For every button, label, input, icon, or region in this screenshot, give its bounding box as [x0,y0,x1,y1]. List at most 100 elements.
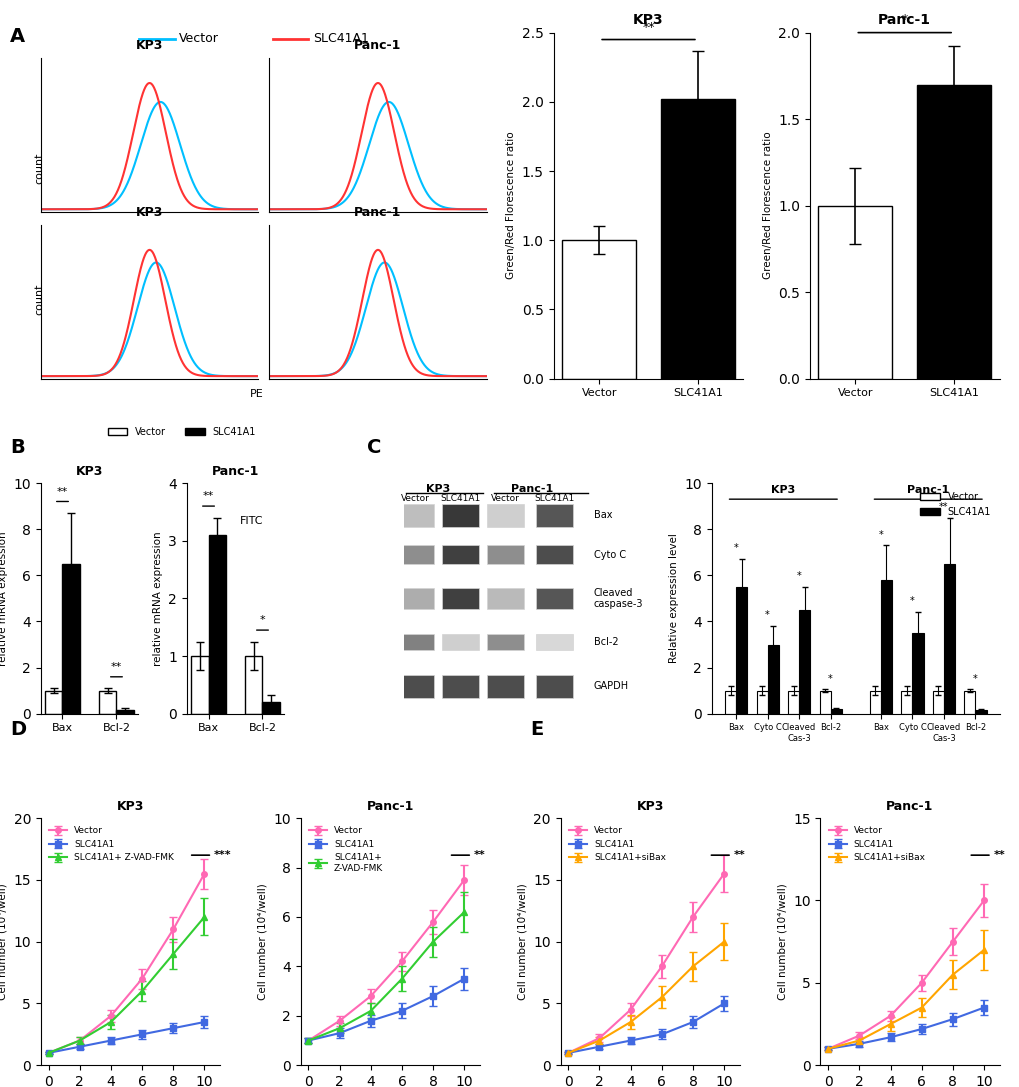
Bar [912,633,922,714]
Bar [974,710,985,714]
Y-axis label: Green/Red Florescence ratio: Green/Red Florescence ratio [762,132,771,279]
Legend: Vector, SLC41A1: Vector, SLC41A1 [915,488,994,521]
Text: *: * [901,13,907,26]
Bar [535,546,573,564]
Bar [535,634,573,650]
Text: *: * [827,674,833,684]
Text: *: * [733,544,738,553]
Text: SLC41A1: SLC41A1 [440,493,480,502]
Text: SLC41A1: SLC41A1 [534,493,574,502]
Text: Vector: Vector [400,493,429,502]
Legend: Vector, SLC41A1, SLC41A1+siBax: Vector, SLC41A1, SLC41A1+siBax [824,823,928,866]
Text: *: * [877,529,882,539]
Bar [396,546,434,564]
Text: **: ** [733,850,745,860]
Text: **: ** [473,850,485,860]
Text: E: E [530,720,543,738]
Bar [767,645,777,714]
Text: count: count [35,153,45,184]
Text: KP3: KP3 [425,484,449,493]
Bar [535,675,573,698]
Text: *: * [909,597,914,607]
Bar [916,85,990,378]
Text: **: ** [203,491,214,501]
Bar [964,690,974,714]
Bar [441,675,479,698]
Bar [396,634,434,650]
Y-axis label: Relative expression level: Relative expression level [668,534,679,663]
Legend: Vector, SLC41A1, SLC41A1+
Z-VAD-FMK: Vector, SLC41A1, SLC41A1+ Z-VAD-FMK [305,823,386,876]
Text: PE: PE [250,389,263,399]
Text: *: * [764,610,769,621]
Bar [486,503,524,527]
Bar [818,690,829,714]
Title: Panc-1: Panc-1 [354,207,401,220]
Text: *: * [260,615,265,625]
Bar [798,610,809,714]
Bar [262,702,279,714]
Text: Panc-1: Panc-1 [511,484,552,493]
Bar [788,690,798,714]
Y-axis label: Cell number (10⁴/well): Cell number (10⁴/well) [0,884,8,1000]
Title: KP3: KP3 [75,464,103,477]
Bar [441,588,479,609]
Bar [62,564,79,714]
Bar [441,546,479,564]
Legend: Vector, SLC41A1: Vector, SLC41A1 [104,423,260,441]
Text: KP3: KP3 [770,485,795,495]
Text: B: B [10,438,24,457]
Text: Cyto C: Cyto C [593,550,626,560]
Title: Panc-1: Panc-1 [886,800,932,813]
Text: Vector: Vector [491,493,520,502]
Bar [486,675,524,698]
Bar [441,634,479,650]
Title: KP3: KP3 [633,13,663,27]
Bar [486,588,524,609]
Legend: Vector, SLC41A1, SLC41A1+siBax: Vector, SLC41A1, SLC41A1+siBax [565,823,668,866]
Text: FITC: FITC [239,516,263,526]
Text: D: D [10,720,26,738]
Text: ***: *** [214,850,231,860]
Bar [208,535,225,714]
Bar [486,634,524,650]
Bar [660,99,734,378]
Bar [396,503,434,527]
Text: *: * [796,571,801,582]
Bar [192,657,208,714]
Bar [535,588,573,609]
Text: SLC41A1: SLC41A1 [313,33,368,46]
Title: KP3: KP3 [136,39,163,52]
Text: A: A [10,27,25,46]
Y-axis label: relative mRNA expression: relative mRNA expression [0,532,8,665]
Text: Vector: Vector [179,33,219,46]
Bar [943,564,954,714]
Bar [932,690,943,714]
Bar [829,709,841,714]
Title: Panc-1: Panc-1 [366,800,414,813]
Title: Panc-1: Panc-1 [212,464,259,477]
Bar [880,580,892,714]
Text: Cleaved
caspase-3: Cleaved caspase-3 [593,588,643,609]
Y-axis label: Green/Red Florescence ratio: Green/Red Florescence ratio [505,132,516,279]
Title: Panc-1: Panc-1 [354,39,401,52]
Text: Panc-1: Panc-1 [906,485,949,495]
Text: Bax: Bax [593,510,611,521]
Text: **: ** [111,662,122,672]
Title: Panc-1: Panc-1 [877,13,930,27]
Y-axis label: Cell number (10⁴/well): Cell number (10⁴/well) [258,884,268,1000]
Bar [396,588,434,609]
Text: **: ** [938,502,948,512]
Bar [441,503,479,527]
Bar [725,690,736,714]
Text: **: ** [642,21,654,34]
Bar [45,690,62,714]
Y-axis label: relative mRNA expression: relative mRNA expression [153,532,162,665]
Bar [901,690,912,714]
Text: count: count [35,284,45,314]
Text: GAPDH: GAPDH [593,682,629,691]
Y-axis label: Cell number (10⁴/well): Cell number (10⁴/well) [776,884,787,1000]
Text: Bcl-2: Bcl-2 [593,637,618,647]
Bar [869,690,880,714]
Text: *: * [972,674,977,684]
Y-axis label: Cell number (10⁴/well): Cell number (10⁴/well) [517,884,527,1000]
